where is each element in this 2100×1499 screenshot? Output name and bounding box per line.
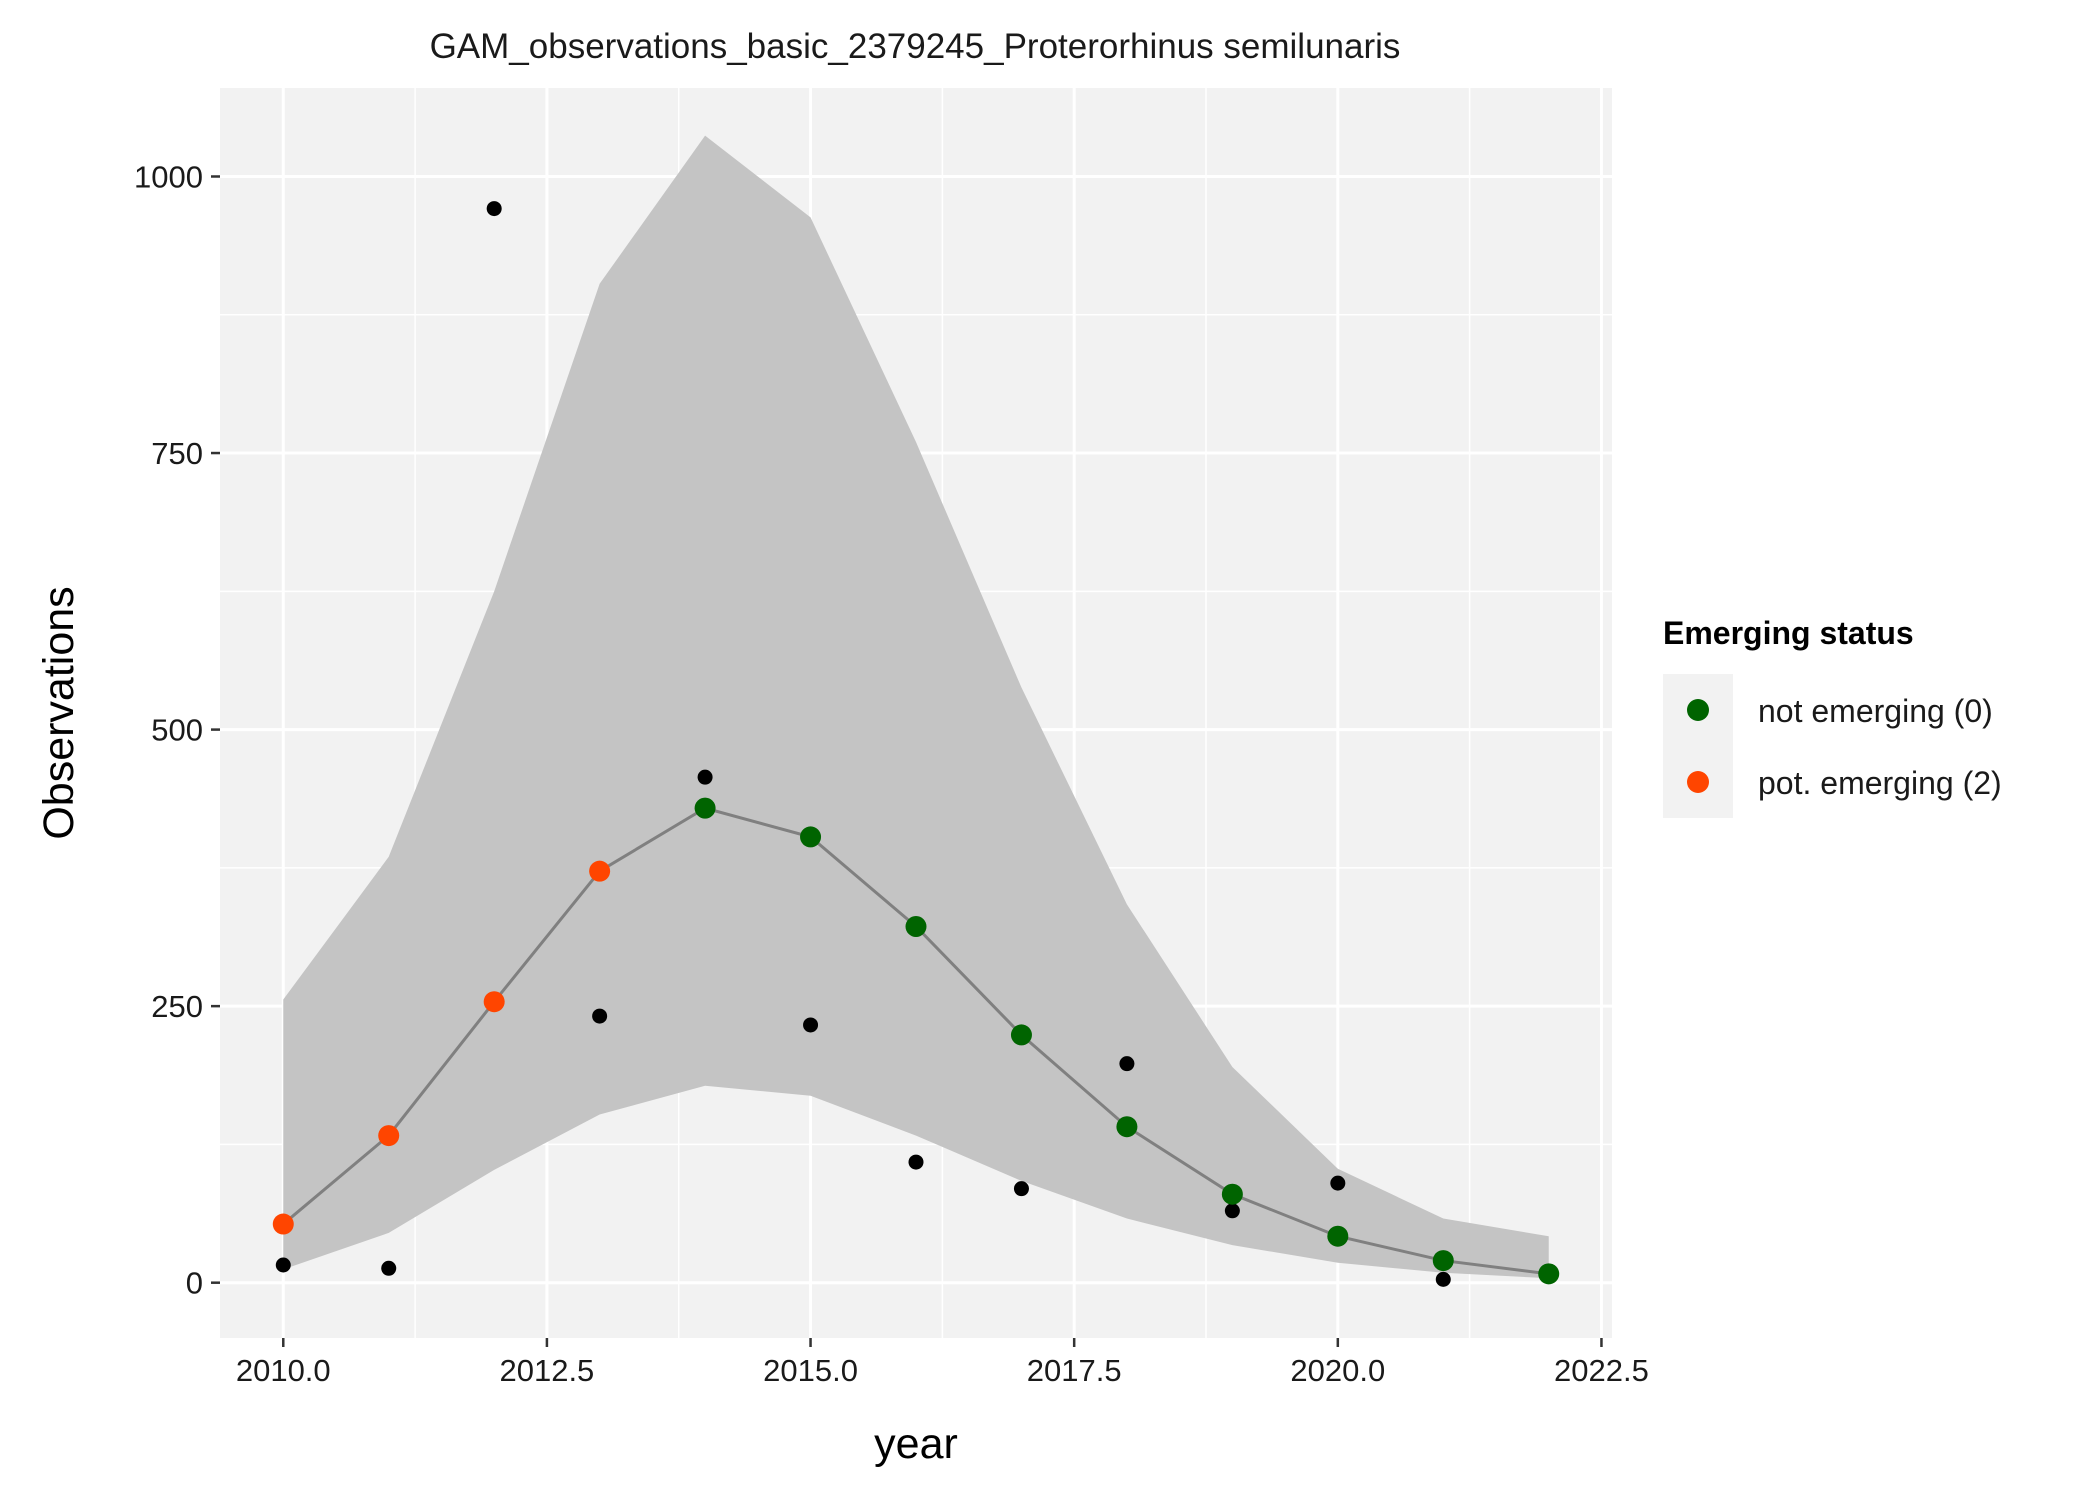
fitted-point (1116, 1116, 1138, 1138)
fitted-point (1221, 1183, 1243, 1205)
fitted-point (589, 860, 611, 882)
x-tick-label: 2022.5 (1554, 1353, 1649, 1388)
legend-title: Emerging status (1663, 615, 1914, 651)
x-tick-label: 2010.0 (236, 1353, 331, 1388)
legend-label-not-emerging: not emerging (0) (1758, 693, 1993, 729)
observed-point (1119, 1056, 1135, 1072)
x-tick-label: 2015.0 (763, 1353, 858, 1388)
legend-key-pot-emerging (1687, 771, 1709, 793)
legend-key-background (1663, 674, 1733, 818)
fitted-points (272, 797, 1560, 1285)
y-tick-label: 0 (186, 1266, 203, 1301)
legend-label-pot-emerging: pot. emerging (2) (1758, 765, 2002, 801)
observed-point (592, 1008, 608, 1024)
observed-point (908, 1154, 924, 1170)
observed-point (381, 1260, 397, 1276)
fitted-point (800, 826, 822, 848)
observed-point (486, 201, 502, 217)
chart-title: GAM_observations_basic_2379245_Proterorh… (430, 27, 1401, 66)
x-tick-label: 2020.0 (1290, 1353, 1385, 1388)
observed-points (275, 201, 1451, 1287)
legend-key-not-emerging (1687, 699, 1709, 721)
confidence-band (283, 135, 1549, 1279)
observed-point (803, 1017, 819, 1033)
y-tick-label: 1000 (134, 159, 203, 194)
observed-point (275, 1257, 291, 1273)
y-tick-label: 250 (151, 989, 203, 1024)
y-axis: 0 250 500 750 1000 (134, 159, 220, 1301)
observed-point (1330, 1175, 1346, 1191)
fitted-point (1327, 1225, 1349, 1247)
observed-point (697, 769, 713, 785)
x-axis-title: year (874, 1420, 958, 1468)
fitted-point (272, 1213, 294, 1235)
fitted-point (694, 797, 716, 819)
fitted-point (1010, 1024, 1032, 1046)
fitted-point (378, 1125, 400, 1147)
x-axis: 2010.0 2012.5 2015.0 2017.5 2020.0 2022.5 (236, 1338, 1649, 1388)
x-tick-label: 2012.5 (499, 1353, 594, 1388)
observed-point (1435, 1271, 1451, 1287)
x-tick-label: 2017.5 (1027, 1353, 1122, 1388)
y-axis-title: Observations (35, 586, 83, 839)
observed-point (1224, 1203, 1240, 1219)
legend: Emerging status not emerging (0) pot. em… (1663, 615, 2002, 818)
observed-point (1013, 1181, 1029, 1197)
fitted-point (1432, 1250, 1454, 1272)
y-tick-label: 500 (151, 713, 203, 748)
fitted-point (483, 991, 505, 1013)
y-tick-label: 750 (151, 436, 203, 471)
fitted-point (1538, 1263, 1560, 1285)
fitted-point (905, 915, 927, 937)
